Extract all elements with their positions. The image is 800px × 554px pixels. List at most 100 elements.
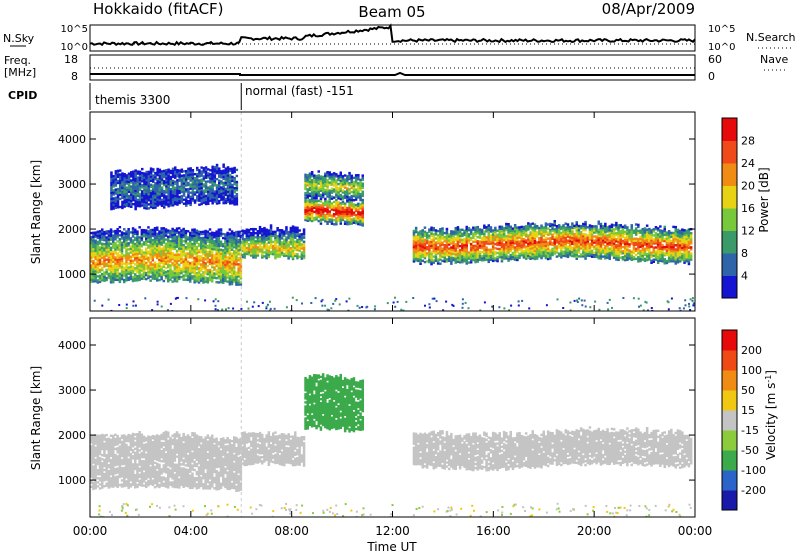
- echo-cell: [160, 204, 164, 207]
- echo-cell: [174, 176, 177, 179]
- echo-cell: [425, 254, 429, 257]
- echo-cell: [125, 252, 128, 256]
- echo-cell: [524, 235, 528, 238]
- echo-cell: [571, 226, 574, 229]
- echo-cell: [175, 257, 179, 261]
- echo-cell: [110, 197, 113, 201]
- echo-cell: [120, 255, 124, 259]
- echo-cell: [169, 190, 173, 193]
- echo-cell: [265, 228, 268, 231]
- echo-cell: [621, 227, 625, 231]
- echo-cell: [516, 248, 519, 252]
- echo-cell: [174, 166, 177, 169]
- echo-cell: [116, 258, 119, 261]
- echo-cell: [304, 200, 307, 203]
- echo-cell: [632, 255, 636, 259]
- echo-cell: [586, 242, 589, 245]
- echo-cell: [258, 232, 262, 235]
- echo-cell: [287, 245, 290, 248]
- echo-cell: [472, 246, 475, 250]
- echo-cell: [250, 240, 253, 243]
- echo-cell: [310, 183, 314, 186]
- echo-cell: [590, 239, 594, 242]
- echo-cell: [156, 184, 159, 187]
- echo-cell: [213, 266, 216, 269]
- echo-cell: [674, 256, 677, 259]
- echo-cell: [348, 184, 351, 187]
- echo-cell: [588, 252, 592, 256]
- echo-cell: [634, 247, 638, 250]
- echo-cell: [184, 231, 188, 235]
- echo-cell: [639, 249, 642, 253]
- echo-cell: [480, 257, 484, 260]
- echo-cell: [230, 262, 234, 266]
- echo-cell: [96, 254, 100, 258]
- echo-cell: [136, 230, 139, 233]
- echo-cell: [178, 245, 181, 248]
- echo-cell: [674, 240, 677, 243]
- echo-cell: [298, 247, 301, 250]
- echo-cell: [160, 243, 163, 246]
- echo-cell: [269, 230, 273, 233]
- echo-cell: [637, 231, 640, 235]
- echo-cell: [676, 253, 680, 256]
- echo-cell: [107, 236, 111, 239]
- echo-cell: [527, 250, 530, 253]
- echo-cell: [308, 215, 312, 218]
- echo-cell: [326, 222, 329, 225]
- echo-cell: [339, 185, 342, 189]
- echo-cell: [450, 260, 453, 263]
- echo-cell: [549, 228, 552, 232]
- echo-cell: [125, 188, 129, 191]
- echo-cell: [123, 201, 126, 204]
- echo-cell: [489, 226, 493, 229]
- echo-cell: [656, 243, 660, 246]
- echo-cell: [134, 199, 137, 203]
- echo-cell: [174, 202, 177, 206]
- echo-cell: [544, 236, 548, 239]
- cpid-segment-normal: normal (fast) -151: [245, 84, 354, 98]
- echo-cell: [228, 258, 232, 262]
- echo-cell: [202, 232, 205, 236]
- echo-cell: [335, 179, 338, 182]
- echo-cell: [586, 236, 589, 239]
- echo-cell: [683, 247, 686, 250]
- echo-cell: [154, 178, 157, 181]
- echo-cell: [324, 180, 327, 183]
- echo-cell: [465, 248, 468, 251]
- echo-cell: [138, 240, 141, 243]
- echo-cell: [169, 229, 172, 233]
- echo-cell: [317, 219, 320, 223]
- echo-cell: [202, 242, 205, 246]
- echo-cell: [661, 233, 664, 237]
- echo-cell: [339, 216, 342, 219]
- echo-cell: [90, 278, 93, 281]
- echo-cell: [491, 257, 495, 261]
- echo-cell: [269, 234, 273, 237]
- echo-cell: [469, 244, 473, 248]
- echo-cell: [134, 171, 137, 174]
- echo-cell: [531, 228, 534, 231]
- echo-cell: [568, 233, 572, 237]
- echo-cell: [226, 247, 229, 251]
- echo-cell: [233, 276, 236, 279]
- echo-cell: [663, 260, 666, 263]
- echo-cell: [138, 256, 141, 259]
- echo-cell: [332, 196, 336, 199]
- echo-cell: [193, 240, 196, 243]
- echo-cell: [265, 232, 268, 235]
- echo-cell: [306, 192, 309, 195]
- echo-cell: [233, 233, 236, 237]
- echo-cell: [112, 183, 115, 186]
- echo-cell: [140, 253, 144, 256]
- echo-cell: [208, 236, 212, 239]
- echo-cell: [350, 198, 353, 202]
- echo-cell: [461, 256, 464, 260]
- echo-cell: [160, 198, 164, 201]
- echo-cell: [140, 255, 144, 258]
- echo-cell: [109, 277, 113, 280]
- echo-cell: [608, 235, 611, 238]
- echo-cell: [450, 258, 453, 261]
- echo-cell: [430, 230, 433, 233]
- echo-cell: [507, 235, 510, 238]
